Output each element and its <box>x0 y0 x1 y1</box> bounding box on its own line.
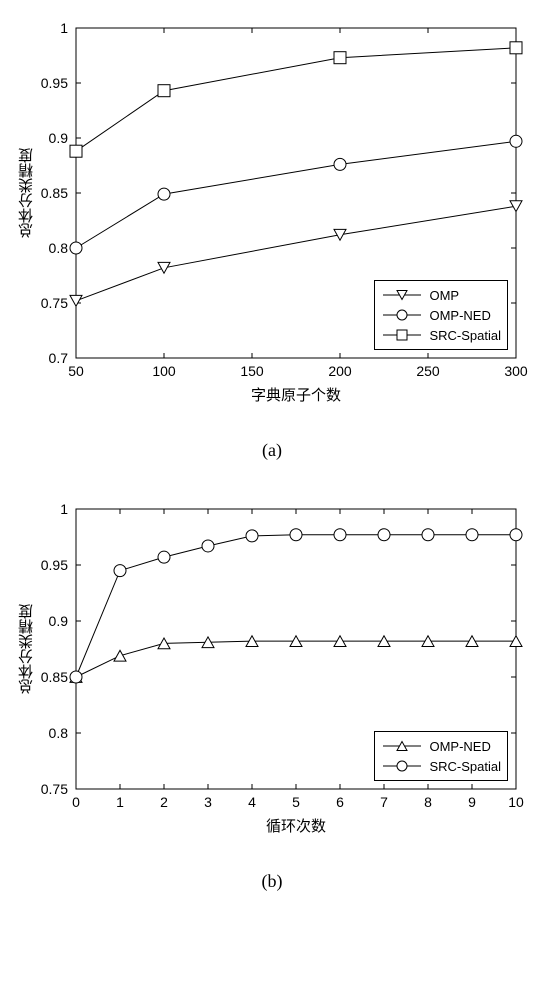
svg-text:6: 6 <box>336 794 344 810</box>
legend-item: SRC-Spatial <box>381 325 501 345</box>
svg-text:0.9: 0.9 <box>49 613 69 629</box>
x-axis-label: 字典原子个数 <box>76 384 516 405</box>
svg-text:0.7: 0.7 <box>49 350 69 366</box>
legend: OMP OMP-NED SRC-Spatial <box>374 280 508 350</box>
y-axis-label: 总体分类精度 <box>16 599 37 699</box>
svg-text:250: 250 <box>416 363 440 379</box>
svg-text:1: 1 <box>60 20 68 36</box>
svg-text:2: 2 <box>160 794 168 810</box>
svg-text:0.85: 0.85 <box>41 185 68 201</box>
svg-text:1: 1 <box>60 501 68 517</box>
svg-text:100: 100 <box>152 363 176 379</box>
legend: OMP-NED SRC-Spatial <box>374 731 508 781</box>
svg-text:3: 3 <box>204 794 212 810</box>
svg-text:0.8: 0.8 <box>49 725 69 741</box>
svg-text:200: 200 <box>328 363 352 379</box>
legend-item: SRC-Spatial <box>381 756 501 776</box>
svg-text:0.8: 0.8 <box>49 240 69 256</box>
chart-panel-a: 50 100 150 200 250 300 0.7 0.75 0.8 0.85 0.9 0.95 1 总… <box>10 10 534 430</box>
svg-text:0.95: 0.95 <box>41 557 68 573</box>
legend-label: OMP <box>429 288 459 303</box>
svg-text:0.9: 0.9 <box>49 130 69 146</box>
legend-label: OMP-NED <box>429 308 490 323</box>
legend-label: OMP-NED <box>429 739 490 754</box>
svg-text:50: 50 <box>68 363 84 379</box>
legend-label: SRC-Spatial <box>429 759 501 774</box>
svg-text:0.85: 0.85 <box>41 669 68 685</box>
svg-text:0: 0 <box>72 794 80 810</box>
legend-item: OMP-NED <box>381 736 501 756</box>
svg-text:8: 8 <box>424 794 432 810</box>
svg-text:10: 10 <box>508 794 524 810</box>
svg-text:4: 4 <box>248 794 256 810</box>
svg-text:0.95: 0.95 <box>41 75 68 91</box>
svg-text:0.75: 0.75 <box>41 781 68 797</box>
svg-text:0.75: 0.75 <box>41 295 68 311</box>
legend-item: OMP-NED <box>381 305 501 325</box>
svg-text:1: 1 <box>116 794 124 810</box>
caption-b: (b) <box>10 871 534 892</box>
svg-text:9: 9 <box>468 794 476 810</box>
svg-text:5: 5 <box>292 794 300 810</box>
legend-item: OMP <box>381 285 501 305</box>
svg-text:150: 150 <box>240 363 264 379</box>
caption-a: (a) <box>10 440 534 461</box>
svg-text:7: 7 <box>380 794 388 810</box>
svg-text:300: 300 <box>504 363 528 379</box>
x-axis-label: 循环次数 <box>76 815 516 836</box>
legend-label: SRC-Spatial <box>429 328 501 343</box>
y-axis-label: 总体分类精度 <box>16 143 37 243</box>
chart-panel-b: 0 1 2 3 4 5 6 7 8 9 10 0.75 0.8 0.85 0.9 0.95 1 总体分类精度循环次… <box>10 491 534 861</box>
